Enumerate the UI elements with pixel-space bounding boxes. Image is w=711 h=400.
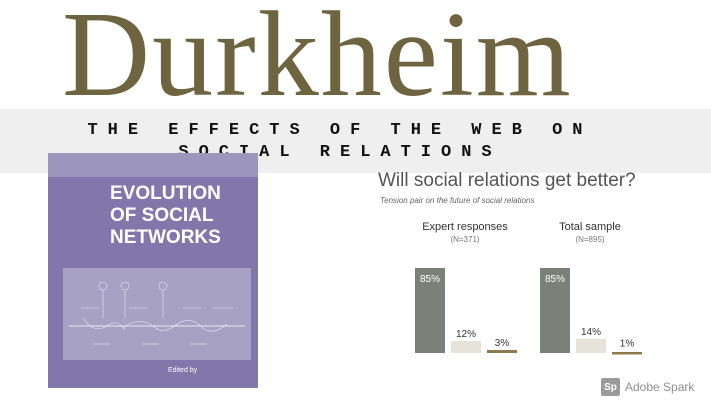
group-sample-size: (N=371)	[450, 235, 480, 244]
chart-title: Will social relations get better?	[378, 170, 636, 191]
book-title-line: NETWORKS	[110, 227, 221, 248]
bar-value-label: 85%	[545, 274, 565, 285]
bar	[612, 352, 642, 355]
adobe-spark-badge: Sp Adobe Spark	[601, 378, 694, 396]
bar-value-label: 1%	[620, 339, 635, 350]
spark-logo-icon: Sp	[601, 378, 620, 396]
bar	[415, 268, 445, 353]
bar	[540, 268, 570, 353]
book-editor-line: Edited by	[168, 367, 198, 374]
bar	[487, 350, 517, 353]
book-cover-diagram	[63, 268, 251, 360]
group-sample-size: (N=895)	[575, 235, 605, 244]
bar-value-label: 85%	[420, 274, 440, 285]
brand-name: Adobe Spark	[625, 380, 695, 394]
book-title: EVOLUTION OF SOCIAL NETWORKS	[110, 183, 250, 249]
book-title-line: EVOLUTION	[110, 183, 221, 204]
group-name: Total sample	[559, 221, 621, 233]
book-title-line: OF SOCIAL	[110, 205, 214, 226]
chart-subtitle: Tension pair on the future of social rel…	[380, 196, 535, 205]
group-label-expert: Expert responses (N=371)	[410, 221, 520, 245]
bar-value-label: 3%	[495, 338, 510, 349]
bar-chart: 85% 12% 3% 85% 14% 1%	[415, 268, 642, 355]
main-title: Durkheim	[62, 0, 573, 122]
book-cover-image: EVOLUTION OF SOCIAL NETWORKS Edited by	[48, 153, 258, 388]
bar-value-label: 14%	[581, 327, 601, 338]
bar	[451, 341, 481, 353]
network-diagram-graphic	[69, 281, 245, 345]
bar	[576, 339, 606, 353]
group-label-total: Total sample (N=895)	[535, 221, 645, 245]
book-cover-top-strip	[48, 153, 258, 177]
bar-value-label: 12%	[456, 329, 476, 340]
group-name: Expert responses	[422, 221, 508, 233]
